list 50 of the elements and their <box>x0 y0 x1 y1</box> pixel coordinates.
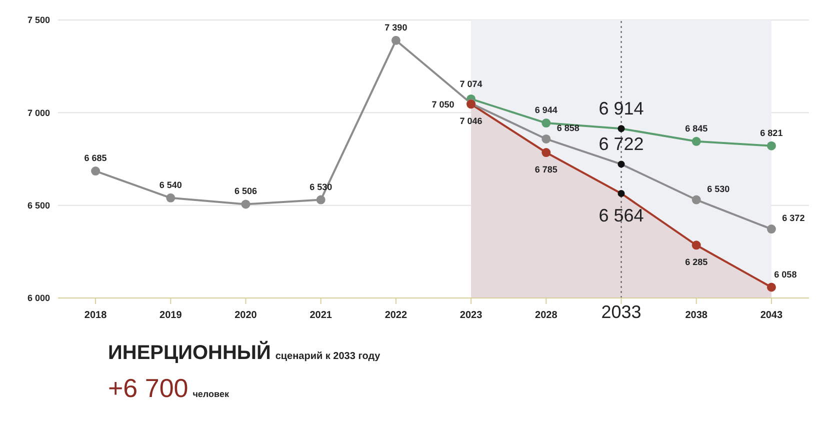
point <box>766 224 776 234</box>
point <box>766 282 776 292</box>
x-tick-label: 2022 <box>384 310 408 321</box>
data-label: 6 914 <box>598 98 644 119</box>
data-label: 6 821 <box>760 128 783 138</box>
x-tick-label: 2019 <box>160 310 182 321</box>
point <box>766 141 776 150</box>
x-tick-label: 2028 <box>535 310 558 321</box>
data-label: 6 285 <box>685 257 708 268</box>
data-label: 6 722 <box>598 134 644 154</box>
point <box>692 195 701 204</box>
data-label: 6 372 <box>782 213 805 224</box>
x-tick-label: 2018 <box>84 310 108 321</box>
x-tick-label: 2021 <box>310 310 332 321</box>
x-tick-label: 2020 <box>234 310 258 321</box>
point <box>692 136 701 146</box>
point <box>692 240 701 250</box>
data-label: 6 858 <box>556 122 580 133</box>
text: ИНЕРЦИОННЫЙ сценарий к 2033 году <box>108 342 380 364</box>
data-label: 7 074 <box>460 78 482 89</box>
point <box>542 148 551 158</box>
data-label: 6 785 <box>534 164 558 175</box>
point <box>166 193 176 202</box>
y-tick-label: 6 500 <box>27 200 50 211</box>
data-label: 7 050 <box>432 99 454 110</box>
data-label: 6 506 <box>234 186 258 196</box>
data-label: 7 390 <box>384 22 408 32</box>
data-label: 7 046 <box>460 116 482 126</box>
x-tick-label: 2023 <box>460 310 483 321</box>
x-tick-label: 2043 <box>760 310 784 321</box>
x-tick-label: 2033 <box>601 302 642 322</box>
point <box>542 134 551 144</box>
data-label: 6 944 <box>534 105 558 116</box>
y-tick-label: 7 000 <box>27 108 50 118</box>
point <box>542 118 551 128</box>
data-label: 6 530 <box>310 182 332 192</box>
point <box>91 166 100 176</box>
data-label: 6 564 <box>598 205 644 226</box>
data-label: 6 540 <box>159 180 182 190</box>
point <box>241 200 250 209</box>
data-label: 6 530 <box>707 184 730 194</box>
point <box>391 36 400 45</box>
data-label: 6 685 <box>84 153 107 164</box>
data-label: 6 058 <box>774 269 797 280</box>
y-tick-label: 6 000 <box>27 293 50 304</box>
x-tick-label: 2038 <box>685 310 708 321</box>
data-label: 6 845 <box>685 123 708 134</box>
text: +6 700 человек <box>108 373 229 403</box>
y-tick-label: 7 500 <box>27 15 50 26</box>
point <box>316 195 326 204</box>
